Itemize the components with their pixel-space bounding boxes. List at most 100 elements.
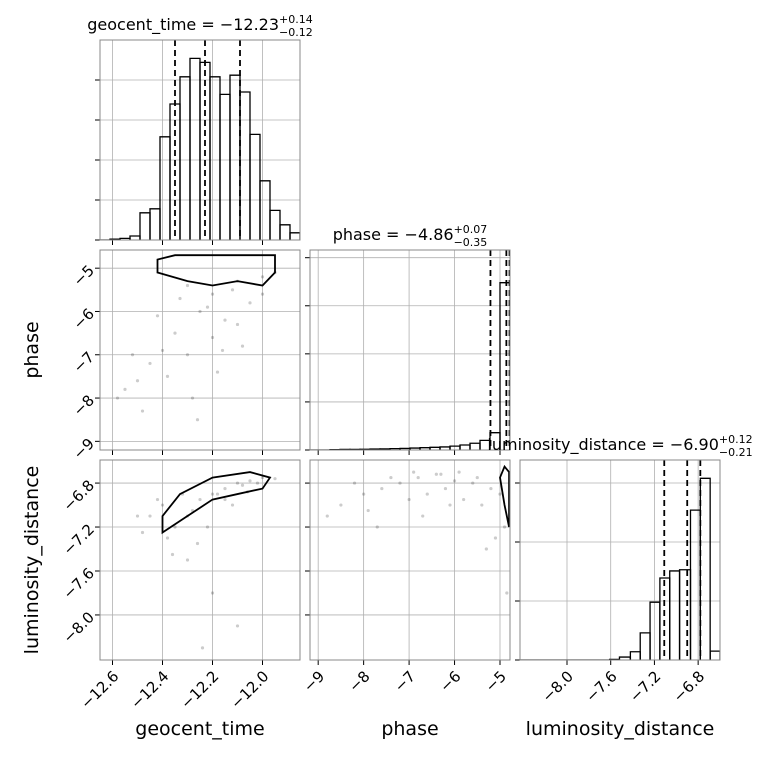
sample-point xyxy=(148,514,152,518)
y-tick-label: −9 xyxy=(70,435,98,463)
histogram-bin xyxy=(159,136,171,240)
x-tick-label: −8 xyxy=(345,667,373,695)
sample-point xyxy=(160,503,165,507)
panel-title: geocent_time = −12.23+0.14 −0.12 xyxy=(87,13,313,39)
histogram-bin xyxy=(279,224,291,240)
y-tick-label: −5 xyxy=(70,261,98,289)
sample-point xyxy=(210,292,215,296)
title-main: luminosity_distance = −6.90 xyxy=(487,435,718,455)
x-tick-label: −7.2 xyxy=(626,667,664,705)
title-plus: +0.07 xyxy=(454,223,488,236)
x-axis-label: geocent_time xyxy=(135,718,264,740)
panel: −8.0 −7.6 −7.2 −6.8 luminosity_distance lumin… xyxy=(487,433,752,740)
x-tick-label: −12.2 xyxy=(177,667,222,712)
title-main: phase = −4.86 xyxy=(333,225,454,244)
sample-point xyxy=(173,525,177,529)
sample-point xyxy=(240,344,245,348)
contour xyxy=(156,254,276,287)
histogram-bin xyxy=(669,570,681,660)
histogram-bin xyxy=(678,569,692,660)
histogram-bin xyxy=(269,209,281,240)
sample-point xyxy=(375,525,379,529)
sample-point xyxy=(160,348,165,353)
histogram-bin xyxy=(259,180,271,240)
sample-point xyxy=(421,514,425,518)
histogram-bin xyxy=(189,57,201,240)
sample-point xyxy=(215,370,220,374)
sample-point xyxy=(362,492,366,496)
sample-point xyxy=(223,486,227,491)
x-tick-label: −12.0 xyxy=(227,667,272,712)
axes-frame xyxy=(99,459,301,661)
histogram-bin xyxy=(629,651,641,660)
sample-point xyxy=(452,479,457,483)
sample-point xyxy=(489,486,493,491)
sample-point xyxy=(457,470,461,474)
x-tick-label: −12.6 xyxy=(77,667,122,712)
axes-frame xyxy=(309,459,511,661)
panel: phase = −4.86+0.07 −0.35 xyxy=(305,223,511,455)
sample-point xyxy=(389,475,393,480)
sample-point xyxy=(502,525,507,529)
histogram-bin xyxy=(179,76,191,240)
histogram-bin xyxy=(249,133,261,240)
x-tick-label: −5 xyxy=(482,667,510,695)
sample-point xyxy=(223,497,227,502)
sample-point xyxy=(235,481,240,485)
axes-frame xyxy=(519,459,721,661)
title-minus: −0.12 xyxy=(279,26,313,39)
sample-point xyxy=(123,387,127,391)
histogram-bin xyxy=(219,93,231,240)
sample-point xyxy=(493,536,498,540)
sample-point xyxy=(230,288,235,292)
contour xyxy=(161,471,272,535)
x-tick-label: −12.4 xyxy=(127,667,172,712)
sample-point xyxy=(235,322,240,327)
sample-point xyxy=(398,481,402,485)
histogram-bin xyxy=(469,442,481,450)
plot-area xyxy=(310,250,510,450)
plot-area xyxy=(115,254,277,422)
histogram-bin xyxy=(229,74,241,240)
sample-point xyxy=(434,472,438,476)
sample-point xyxy=(210,591,215,595)
x-tick-label: −9 xyxy=(300,667,328,695)
sample-point xyxy=(380,486,384,491)
panel: −5 −6 −7 −8 −9 phase xyxy=(21,249,301,463)
sample-point xyxy=(248,479,252,483)
sample-point xyxy=(352,481,357,485)
x-tick-label: −7 xyxy=(391,667,419,695)
sample-point xyxy=(448,503,452,507)
sample-point xyxy=(240,483,245,487)
x-tick-label: −8.0 xyxy=(539,667,577,705)
sample-point xyxy=(462,497,466,502)
axes-frame xyxy=(309,249,511,451)
sample-point xyxy=(325,514,329,518)
panel: −9 −8 −7 −6 −5 phase xyxy=(300,459,511,740)
y-tick-label: −7.2 xyxy=(60,520,98,558)
sample-point xyxy=(425,492,429,496)
sample-point xyxy=(173,331,177,335)
sample-point xyxy=(205,305,210,309)
sample-point xyxy=(260,475,265,480)
sample-point xyxy=(235,624,240,628)
histogram-bin xyxy=(709,650,720,660)
sample-point xyxy=(155,497,160,502)
title-minus: −0.21 xyxy=(719,446,753,459)
y-tick-label: −8 xyxy=(70,391,98,419)
sample-point xyxy=(185,353,190,357)
sample-point xyxy=(210,335,215,340)
sample-point xyxy=(471,481,475,485)
sample-point xyxy=(165,536,170,540)
sample-point xyxy=(200,646,205,650)
sample-point xyxy=(170,552,175,557)
sample-point xyxy=(140,530,145,535)
histogram-bin xyxy=(149,208,161,240)
histogram-bin xyxy=(449,445,461,450)
sample-point xyxy=(223,318,227,322)
y-axis-label: phase xyxy=(21,321,43,378)
contour xyxy=(499,464,510,528)
histogram-bin xyxy=(639,632,651,660)
sample-point xyxy=(484,547,488,551)
